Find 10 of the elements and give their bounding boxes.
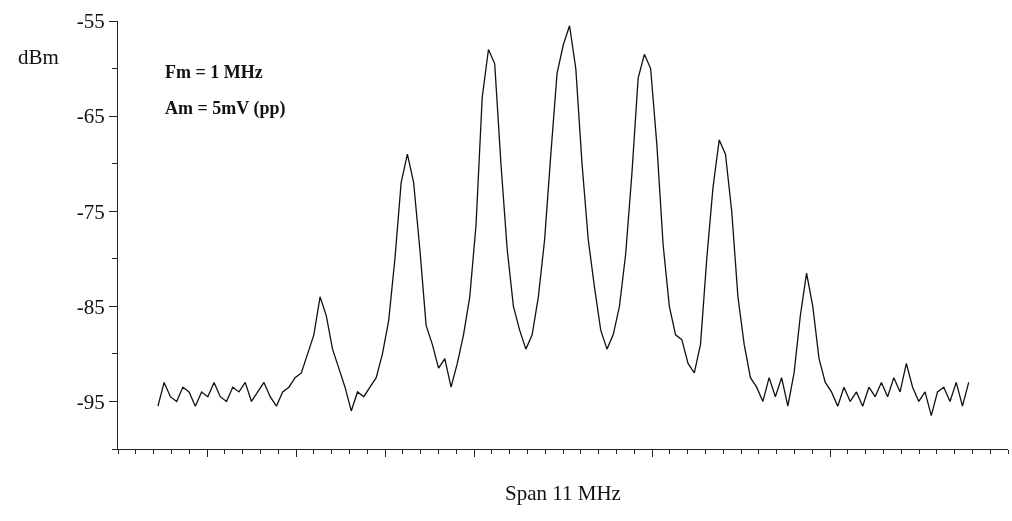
annotation: Am = 5mV (pp): [165, 98, 286, 119]
y-tick-label: -55: [76, 9, 105, 34]
annotation: Fm = 1 MHz: [165, 62, 263, 82]
line-series: [157, 25, 970, 417]
y-axis-title: dBm: [18, 45, 59, 69]
x-axis-title: Span 11 MHz: [505, 481, 621, 505]
y-tick-label: -85: [76, 294, 105, 319]
y-tick-label: -65: [76, 104, 105, 129]
y-tick-label: -95: [76, 389, 105, 414]
y-tick-label: -75: [76, 199, 105, 224]
